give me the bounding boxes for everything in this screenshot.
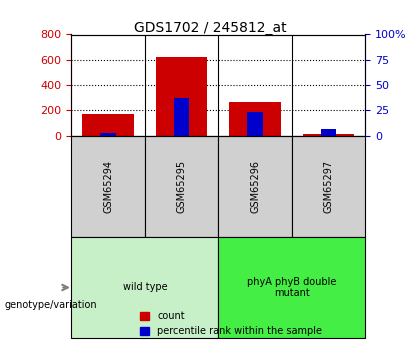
- Legend: count, percentile rank within the sample: count, percentile rank within the sample: [136, 307, 326, 340]
- Text: phyA phyB double
mutant: phyA phyB double mutant: [247, 277, 336, 298]
- Text: genotype/variation: genotype/variation: [4, 300, 97, 310]
- FancyBboxPatch shape: [71, 136, 145, 237]
- Text: GDS1702 / 245812_at: GDS1702 / 245812_at: [134, 21, 286, 35]
- FancyBboxPatch shape: [218, 136, 292, 237]
- Bar: [321, 129, 336, 136]
- FancyBboxPatch shape: [71, 237, 218, 338]
- Bar: [229, 102, 281, 136]
- FancyBboxPatch shape: [292, 136, 365, 237]
- Bar: [174, 98, 189, 136]
- Text: GSM65297: GSM65297: [324, 160, 333, 213]
- Text: GSM65296: GSM65296: [250, 160, 260, 213]
- Bar: [82, 114, 134, 136]
- Text: GSM65294: GSM65294: [103, 160, 113, 213]
- FancyBboxPatch shape: [145, 136, 218, 237]
- Bar: [303, 134, 354, 136]
- Bar: [100, 133, 116, 136]
- Bar: [247, 112, 263, 136]
- Text: GSM65295: GSM65295: [177, 160, 186, 213]
- Bar: [156, 57, 207, 136]
- FancyBboxPatch shape: [218, 237, 365, 338]
- Text: wild type: wild type: [123, 283, 167, 293]
